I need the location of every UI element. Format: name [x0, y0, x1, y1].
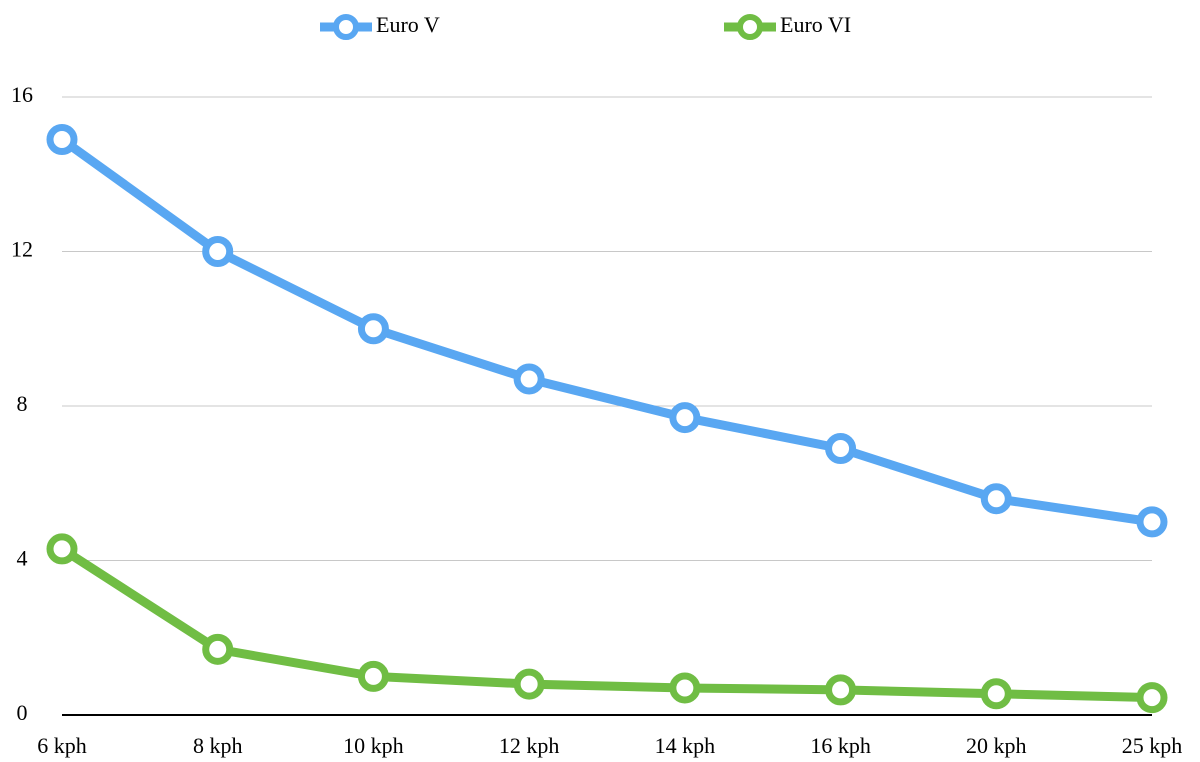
- y-tick-label: 16: [11, 82, 33, 107]
- data-point: [46, 533, 78, 565]
- legend-label: Euro V: [376, 12, 440, 37]
- series-line: [59, 135, 1153, 527]
- x-tick-label: 8 kph: [193, 733, 243, 758]
- data-point: [202, 236, 234, 267]
- data-point: [669, 672, 701, 704]
- data-point: [669, 402, 701, 434]
- data-point: [1136, 682, 1168, 714]
- x-tick-label: 20 kph: [966, 733, 1027, 758]
- y-tick-label: 12: [11, 237, 33, 262]
- data-point: [1136, 506, 1168, 538]
- x-tick-label: 10 kph: [343, 733, 404, 758]
- legend-marker: [333, 14, 359, 40]
- x-tick-label: 12 kph: [499, 733, 560, 758]
- y-tick-label: 0: [17, 700, 28, 725]
- y-tick-label: 4: [17, 546, 28, 571]
- y-tick-label: 8: [17, 391, 28, 416]
- data-point: [825, 674, 857, 706]
- x-tick-label: 25 kph: [1122, 733, 1183, 758]
- series-line: [59, 545, 1153, 703]
- data-point: [46, 123, 78, 155]
- data-point: [513, 363, 545, 395]
- legend-label: Euro VI: [780, 12, 851, 37]
- data-point: [825, 432, 857, 464]
- data-point: [513, 668, 545, 700]
- data-point: [357, 313, 389, 345]
- x-tick-label: 14 kph: [655, 733, 716, 758]
- data-point: [357, 660, 389, 692]
- data-point: [980, 483, 1012, 515]
- data-point: [980, 678, 1012, 710]
- x-tick-label: 16 kph: [810, 733, 871, 758]
- legend-marker: [737, 14, 763, 40]
- x-tick-label: 6 kph: [37, 733, 87, 758]
- data-point: [202, 633, 234, 665]
